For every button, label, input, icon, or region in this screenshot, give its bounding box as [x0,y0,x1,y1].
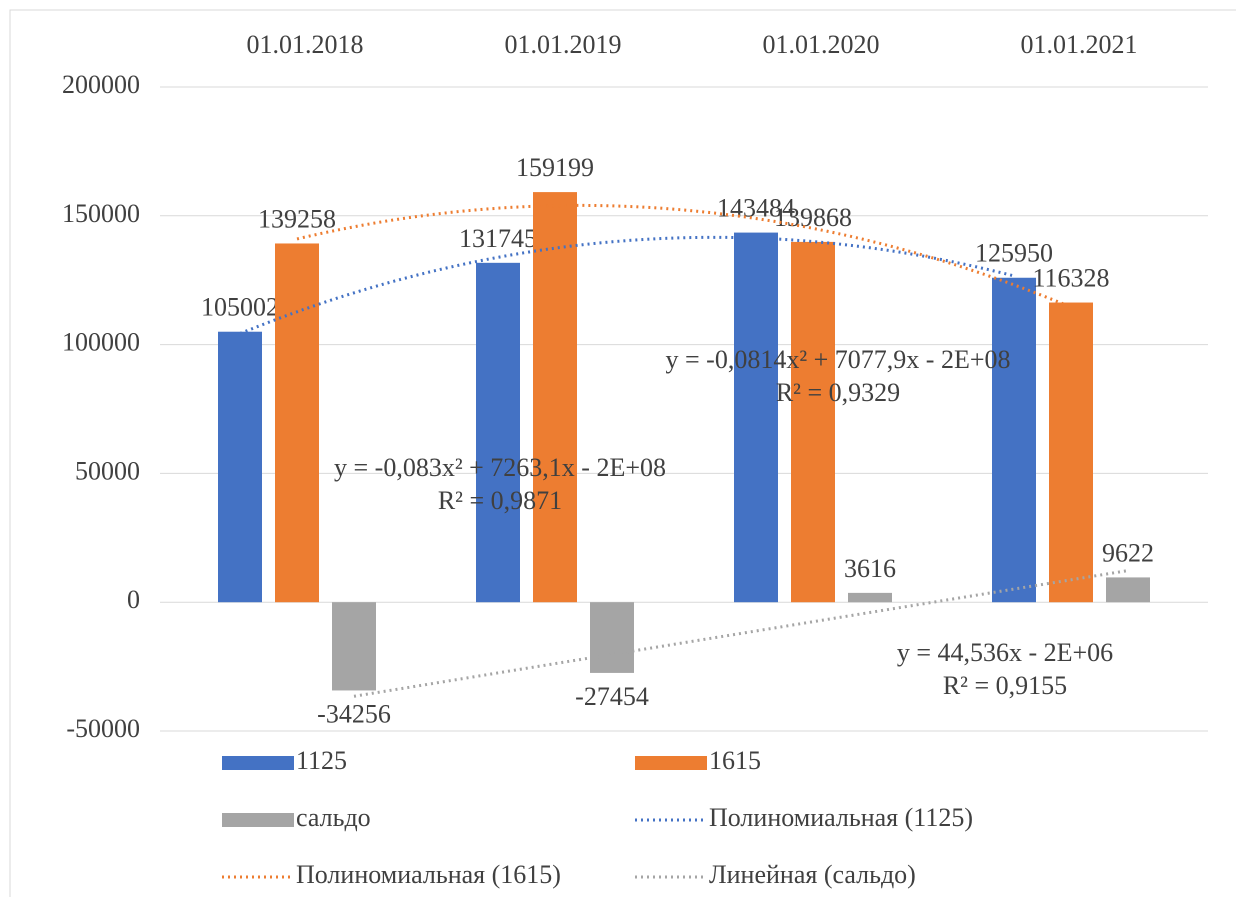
y-tick-label: 50000 [75,456,140,485]
trendline [239,235,1015,335]
bar [734,232,778,603]
data-label: 125950 [975,239,1053,268]
y-tick-label: -50000 [66,714,140,743]
trend-equation: y = 44,536x - 2E+06 [897,638,1113,667]
bar [533,192,577,603]
legend-label: Полиномиальная (1125) [709,803,973,832]
legend-label: 1615 [709,746,761,775]
y-tick-label: 150000 [62,199,140,228]
bar [218,331,262,603]
trend-equation: y = -0,083x² + 7263,1x - 2E+08 [334,453,666,482]
x-tick-label: 01.01.2020 [763,30,880,59]
legend-swatch [635,756,707,770]
y-tick-label: 200000 [62,70,140,99]
trend-r2: R² = 0,9871 [438,486,562,515]
trend-r2: R² = 0,9155 [943,671,1067,700]
bar [275,243,319,603]
bar [848,592,892,603]
legend-swatch [222,813,294,827]
trend-equation: y = -0,0814x² + 7077,9x - 2E+08 [666,345,1011,374]
bar [332,602,376,691]
x-tick-label: 01.01.2019 [505,30,622,59]
bar [1049,302,1093,603]
legend-label: Полиномиальная (1615) [296,860,561,889]
y-tick-label: 100000 [62,328,140,357]
bar [1106,577,1150,603]
legend-label: 1125 [296,746,347,775]
legend-swatch [222,756,294,770]
data-label: 116328 [1032,264,1109,293]
trendline [296,203,1072,309]
data-label: 139258 [258,204,336,233]
data-label: 3616 [844,554,896,583]
y-tick-label: 0 [127,585,140,614]
legend-label: сальдо [296,803,371,832]
bar [590,602,634,673]
bar [476,262,520,603]
chart-border [9,9,1236,897]
bar [992,277,1036,603]
data-label: 105002 [201,293,279,322]
data-label: 139868 [774,203,852,232]
bar [791,241,835,603]
x-tick-label: 01.01.2021 [1021,30,1138,59]
data-label: -27454 [575,682,649,711]
data-label: -34256 [317,699,391,728]
trend-r2: R² = 0,9329 [776,378,900,407]
legend-label: Линейная (сальдо) [709,860,916,889]
data-label: 131745 [459,224,537,253]
data-label: 159199 [516,153,594,182]
data-label: 9622 [1102,538,1154,567]
x-tick-label: 01.01.2018 [247,30,364,59]
